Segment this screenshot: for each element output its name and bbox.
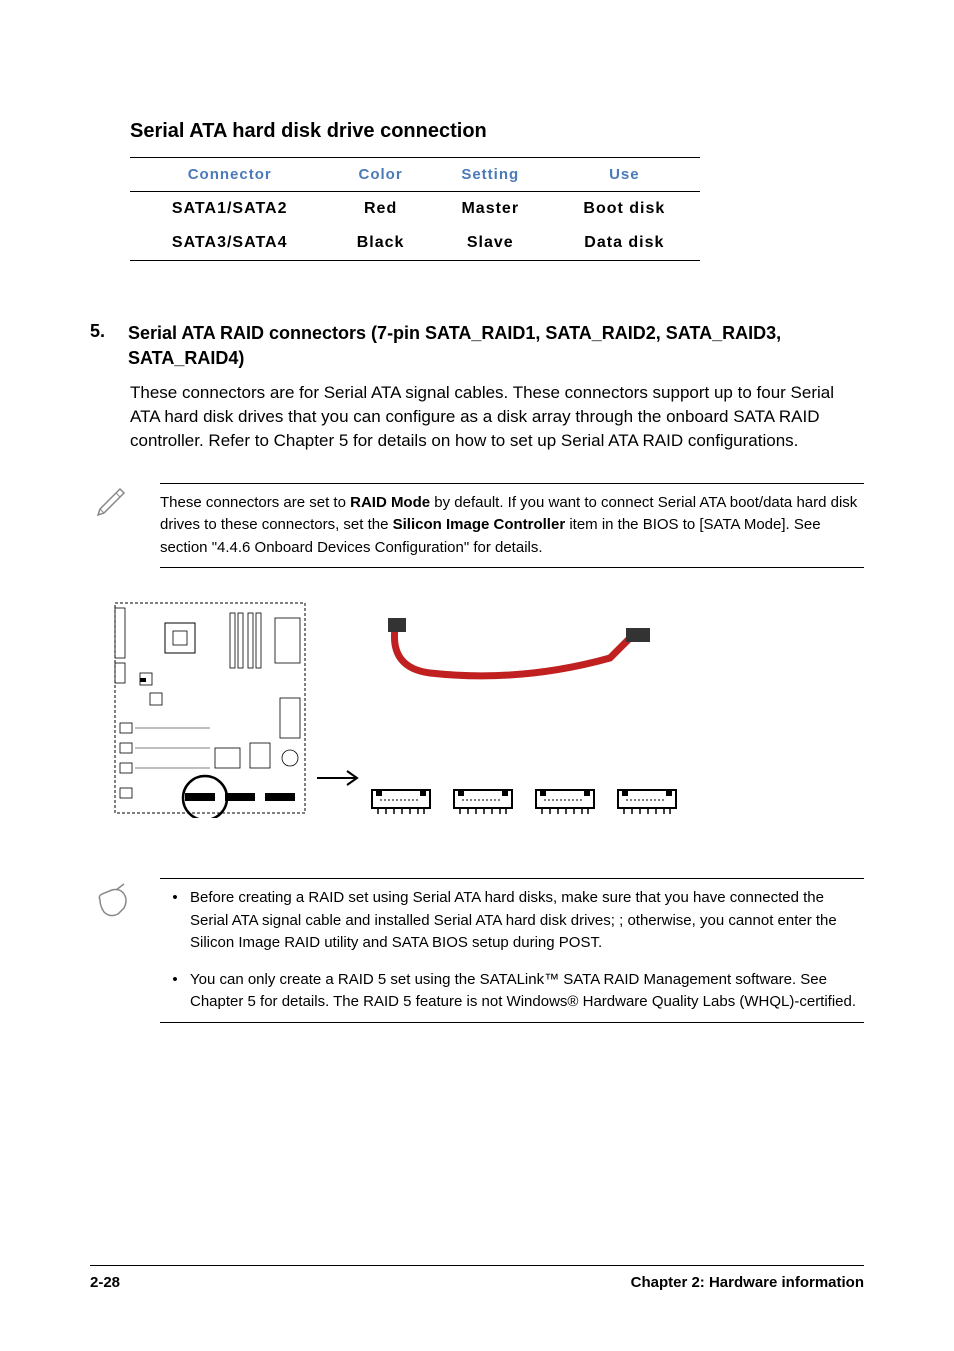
section-title: Serial ATA hard disk drive connection bbox=[130, 120, 864, 143]
page-number: 2-28 bbox=[90, 1274, 120, 1291]
note-block-1: These connectors are set to RAID Mode by… bbox=[90, 483, 864, 569]
cell: Red bbox=[329, 192, 431, 227]
sata-connector-icon bbox=[452, 788, 514, 818]
cell: Master bbox=[432, 192, 549, 227]
hand-pointer-icon bbox=[90, 878, 134, 922]
sata-connectors-row bbox=[370, 788, 864, 818]
th-connector: Connector bbox=[130, 158, 329, 192]
bullet-icon: • bbox=[160, 969, 190, 1014]
section-number: 5. bbox=[90, 321, 128, 371]
chapter-label: Chapter 2: Hardware information bbox=[631, 1274, 864, 1291]
table-row: SATA3/SATA4 Black Slave Data disk bbox=[130, 226, 700, 261]
section-5-heading: 5. Serial ATA RAID connectors (7-pin SAT… bbox=[90, 321, 864, 371]
note-1-text: These connectors are set to RAID Mode by… bbox=[160, 483, 864, 569]
cell: SATA3/SATA4 bbox=[130, 226, 329, 261]
sata-connector-icon bbox=[534, 788, 596, 818]
cell: Data disk bbox=[549, 226, 700, 261]
sata-connector-icon bbox=[370, 788, 432, 818]
cell: Boot disk bbox=[549, 192, 700, 227]
th-use: Use bbox=[549, 158, 700, 192]
bullet-icon: • bbox=[160, 887, 190, 955]
sata-connection-table: Connector Color Setting Use SATA1/SATA2 … bbox=[130, 157, 700, 261]
diagram-area bbox=[110, 598, 864, 818]
list-item: • You can only create a RAID 5 set using… bbox=[160, 969, 864, 1014]
cell: Black bbox=[329, 226, 431, 261]
arrow-icon bbox=[310, 598, 370, 818]
cell: Slave bbox=[432, 226, 549, 261]
sata-cable-diagram bbox=[370, 598, 864, 698]
note-block-2: • Before creating a RAID set using Seria… bbox=[90, 878, 864, 1023]
section-heading: Serial ATA RAID connectors (7-pin SATA_R… bbox=[128, 321, 864, 371]
note-text: Before creating a RAID set using Serial … bbox=[190, 887, 864, 955]
note-text: You can only create a RAID 5 set using t… bbox=[190, 969, 864, 1014]
pencil-icon bbox=[90, 483, 130, 523]
section-5-body: These connectors are for Serial ATA sign… bbox=[130, 381, 864, 452]
th-setting: Setting bbox=[432, 158, 549, 192]
sata-connector-icon bbox=[616, 788, 678, 818]
motherboard-diagram bbox=[110, 598, 310, 818]
list-item: • Before creating a RAID set using Seria… bbox=[160, 887, 864, 955]
th-color: Color bbox=[329, 158, 431, 192]
note-text: These connectors are set to bbox=[160, 494, 350, 511]
page-footer: 2-28 Chapter 2: Hardware information bbox=[90, 1265, 864, 1291]
note-bold: RAID Mode bbox=[350, 494, 430, 511]
cell: SATA1/SATA2 bbox=[130, 192, 329, 227]
note-bold: Silicon Image Controller bbox=[393, 516, 566, 533]
table-row: SATA1/SATA2 Red Master Boot disk bbox=[130, 192, 700, 227]
